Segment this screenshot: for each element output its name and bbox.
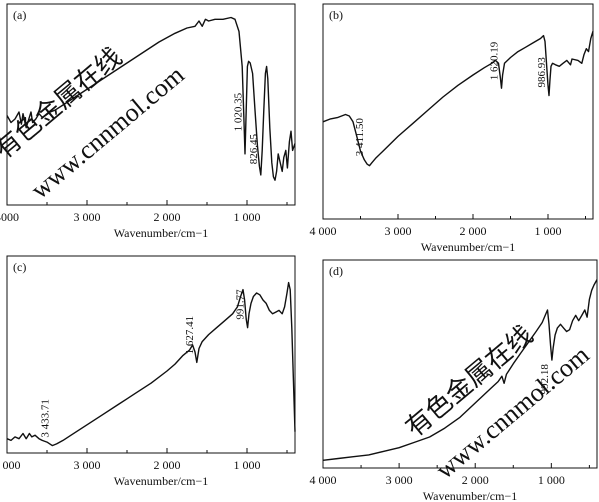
spectrum-line xyxy=(6,16,296,181)
x-tick-label: 4 000 xyxy=(310,473,337,487)
plot-frame xyxy=(6,255,296,454)
x-tick-label: 1 000 xyxy=(234,210,261,224)
peak-label: 1 620.19 xyxy=(488,41,500,80)
spectrum-line xyxy=(322,279,598,461)
plot-frame xyxy=(322,259,598,469)
peak-label: 1 627.41 xyxy=(184,316,196,355)
x-tick-label: 4 000 xyxy=(310,224,337,238)
panel-label: (b) xyxy=(329,8,343,22)
watermark-layer: 有色金属在线 www.cnnmol.com 有色金属在线 www.cnnmol.… xyxy=(0,42,595,485)
plot-frame xyxy=(6,3,296,206)
panel-b: (b) 4 000 3 000 2 000 1 000 Wavenumber/cm−1 3 … xyxy=(310,3,594,254)
x-axis-label: Wavenumber/cm−1 xyxy=(114,474,208,488)
panel-c: (c) 4 000 3 000 2 000 1 000 Wavenumber/cm−1 3 … xyxy=(0,255,296,488)
spectrum-line xyxy=(322,30,594,167)
x-tick-label: 4 000 xyxy=(0,458,21,472)
peak-label: 986.93 xyxy=(536,57,548,88)
x-tick-label: 1 000 xyxy=(535,224,562,238)
x-tick-label: 3 000 xyxy=(386,473,413,487)
peak-label: 992.18 xyxy=(539,364,551,395)
x-axis-label: Wavenumber/cm−1 xyxy=(421,240,515,254)
spectrum-line xyxy=(6,281,296,447)
x-tick-label: 3 000 xyxy=(74,458,101,472)
peak-label: 3 411.50 xyxy=(354,118,366,157)
peak-label: 991.77 xyxy=(235,289,247,320)
x-tick-label: 1 000 xyxy=(234,458,261,472)
peak-label: 826.45 xyxy=(248,133,260,164)
watermark-url-top: www.cnnmol.com xyxy=(25,60,190,205)
x-tick-label: 1 000 xyxy=(538,473,565,487)
panel-label: (c) xyxy=(13,260,26,274)
x-tick-label: 3 000 xyxy=(385,224,412,238)
x-axis-label: Wavenumber/cm−1 xyxy=(114,226,208,240)
peak-label: 3 433.71 xyxy=(39,399,51,438)
panel-label: (a) xyxy=(13,8,26,22)
x-axis-label: Wavenumber/cm−1 xyxy=(423,489,517,502)
plot-frame xyxy=(322,3,594,220)
panel-d: (d) 4 000 3 000 2 000 1 000 Wavenumber/cm−1 99… xyxy=(310,259,598,502)
x-tick-label: 2 000 xyxy=(154,458,181,472)
x-tick-label: 2 000 xyxy=(462,473,489,487)
x-tick-label: 3 000 xyxy=(74,210,101,224)
peak-label: 1 020.35 xyxy=(232,92,244,131)
x-tick-label: 2 000 xyxy=(154,210,181,224)
panel-label: (d) xyxy=(329,264,343,278)
x-tick-label: 2 000 xyxy=(460,224,487,238)
